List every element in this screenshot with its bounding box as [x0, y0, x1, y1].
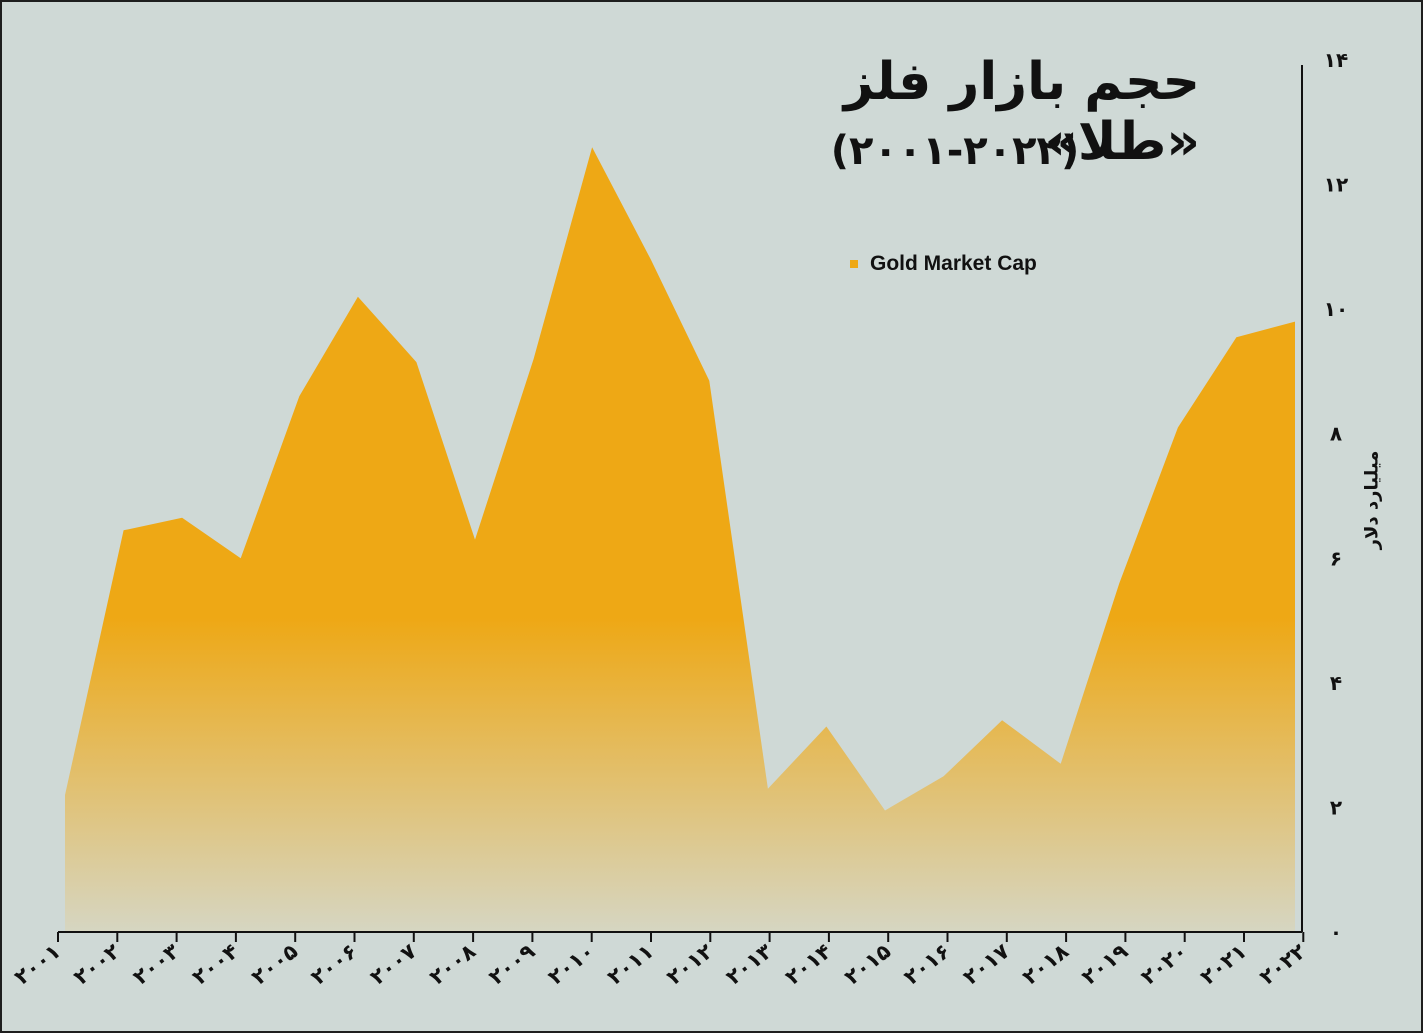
x-axis: ۲۰۰۱ ۲۰۰۲ ۲۰۰۳ ۲۰۰۴ ۲۰۰۵ ۲۰۰۶ ۲۰۰۷ ۲۰۰۸ ۲۰۰۹ ۲۰۱۰…: [10, 931, 1311, 990]
y-tick-label: ۱۲: [1324, 173, 1348, 197]
y-tick-label: ۰: [1330, 920, 1342, 944]
chart-subtitle: (۲۰۰۱-۲۰۲۲): [830, 128, 1080, 174]
x-tick-label: ۲۰۱۳: [721, 939, 776, 990]
x-tick-label: ۲۰۱۱: [603, 939, 658, 989]
y-tick-label: ۲: [1330, 795, 1342, 819]
y-axis: ۰ ۲ ۴ ۶ ۸ ۱۰ ۱۲ ۱۴: [1301, 48, 1348, 944]
y-tick-label: ۱۴: [1324, 48, 1348, 72]
x-tick-label: ۲۰۱۴: [781, 939, 836, 990]
x-tick-label: ۲۰۰۸: [425, 939, 480, 990]
x-tick-label: ۲۰۱۶: [899, 939, 954, 989]
x-tick-label: ۲۰۰۴: [188, 939, 243, 990]
x-tick-label: ۲۰۱۲: [662, 939, 717, 990]
x-tick-label: ۲۰۰۵: [247, 939, 302, 990]
legend-label: Gold Market Cap: [870, 252, 1037, 275]
x-tick-label: ۲۰۱۷: [959, 939, 1014, 990]
y-tick-label: ۱۰: [1324, 297, 1348, 321]
x-tick-label: ۲۰۰۹: [484, 939, 539, 990]
x-tick-label: ۲۰۲۱: [1196, 939, 1251, 989]
x-tick-label: ۲۰۰۳: [128, 939, 183, 990]
x-tick-label: ۲۰۲۲: [1255, 939, 1310, 990]
gold-market-cap-area: [65, 147, 1295, 932]
x-tick-label: ۲۰۱۵: [840, 939, 895, 990]
legend: Gold Market Cap: [850, 252, 1037, 276]
x-tick-label: ۲۰۰۷: [366, 939, 421, 990]
x-tick-label: ۲۰۱۹: [1077, 939, 1132, 990]
x-tick-label: ۲۰۰۲: [69, 939, 124, 990]
y-tick-label: ۶: [1330, 546, 1342, 570]
legend-swatch: [850, 260, 858, 268]
x-tick-label: ۲۰۰۶: [306, 939, 361, 989]
y-tick-label: ۸: [1330, 422, 1342, 446]
x-tick-label: ۲۰۱۸: [1018, 939, 1073, 990]
chart-title: حجم بازار فلز «طلا»: [843, 52, 1200, 172]
y-tick-label: ۴: [1330, 671, 1342, 695]
x-tick-label: ۲۰۰۱: [10, 939, 65, 989]
x-tick-label: ۲۰۲۰: [1137, 939, 1192, 989]
y-axis-title-text: میلیارد دلار: [1361, 450, 1383, 550]
x-tick-label: ۲۰۱۰: [544, 939, 599, 989]
